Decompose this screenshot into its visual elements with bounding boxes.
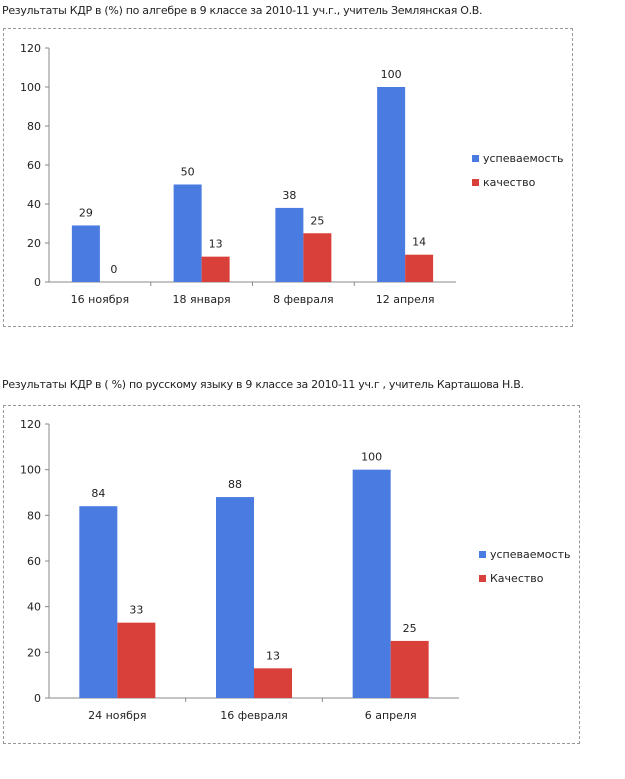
data-label: 13 (209, 238, 223, 251)
y-tick-label: 20 (27, 237, 41, 250)
x-tick-label: 16 февраля (220, 709, 288, 722)
y-tick-label: 100 (20, 81, 41, 94)
chart-2-title: Результаты КДР в ( %) по русскому языку … (2, 378, 524, 391)
y-tick-label: 120 (20, 42, 41, 55)
data-label: 100 (381, 68, 402, 81)
data-label: 29 (79, 206, 93, 219)
data-label: 88 (228, 478, 242, 491)
y-tick-label: 20 (27, 646, 41, 659)
y-tick-label: 80 (27, 509, 41, 522)
x-tick-label: 24 ноября (88, 709, 146, 722)
data-label: 38 (282, 189, 296, 202)
y-tick-label: 80 (27, 120, 41, 133)
data-label: 50 (181, 166, 195, 179)
y-tick-label: 100 (20, 464, 41, 477)
legend-label: качество (483, 176, 536, 189)
chart-1: 0 20 40 60 80 100 120 16 ноября 29 0 18 января 50 13… (20, 42, 563, 306)
bar-успеваемость (173, 184, 202, 282)
legend-swatch (479, 551, 486, 558)
y-tick-label: 0 (34, 692, 41, 705)
data-label: 25 (310, 214, 324, 227)
y-tick-label: 120 (20, 418, 41, 431)
data-label: 84 (91, 487, 105, 500)
bar-успеваемость (352, 469, 391, 698)
bar-успеваемость (275, 207, 304, 282)
bar-успеваемость (377, 87, 406, 282)
legend-label: Качество (490, 572, 544, 585)
bar-Качество (254, 668, 292, 698)
data-label: 25 (403, 622, 417, 635)
x-tick-label: 16 ноября (71, 293, 129, 306)
bar-качество (405, 254, 434, 282)
legend-swatch (472, 179, 479, 186)
chart-2-frame: 0 20 40 60 80 100 120 24 ноября 84 33 16 февраля 88… (3, 405, 580, 744)
chart-2: 0 20 40 60 80 100 120 24 ноября 84 33 16 февраля 88… (20, 418, 570, 722)
bar-успеваемость (79, 506, 118, 698)
legend-label: успеваемость (483, 152, 563, 165)
chart-1-title: Результаты КДР в (%) по алгебре в 9 клас… (2, 4, 483, 17)
y-tick-label: 40 (27, 601, 41, 614)
y-tick-label: 40 (27, 198, 41, 211)
x-tick-label: 8 февраля (273, 293, 334, 306)
bar-качество (303, 233, 332, 282)
data-label: 100 (361, 451, 382, 464)
x-tick-label: 18 января (173, 293, 231, 306)
data-label: 14 (412, 236, 426, 249)
bar-качество (201, 256, 230, 282)
data-label: 13 (266, 649, 280, 662)
legend-swatch (479, 575, 486, 582)
data-label: 33 (129, 604, 143, 617)
data-label: 0 (110, 263, 117, 276)
bar-успеваемость (216, 497, 254, 698)
legend-label: успеваемость (490, 548, 570, 561)
legend-swatch (472, 155, 479, 162)
bar-Качество (117, 622, 156, 698)
bar-успеваемость (71, 225, 100, 282)
x-tick-label: 12 апреля (376, 293, 435, 306)
y-tick-label: 0 (34, 276, 41, 289)
bar-Качество (390, 640, 429, 698)
x-tick-label: 6 апреля (365, 709, 417, 722)
y-tick-label: 60 (27, 555, 41, 568)
chart-1-frame: 0 20 40 60 80 100 120 16 ноября 29 0 18 января 50 13… (3, 28, 573, 327)
y-tick-label: 60 (27, 159, 41, 172)
